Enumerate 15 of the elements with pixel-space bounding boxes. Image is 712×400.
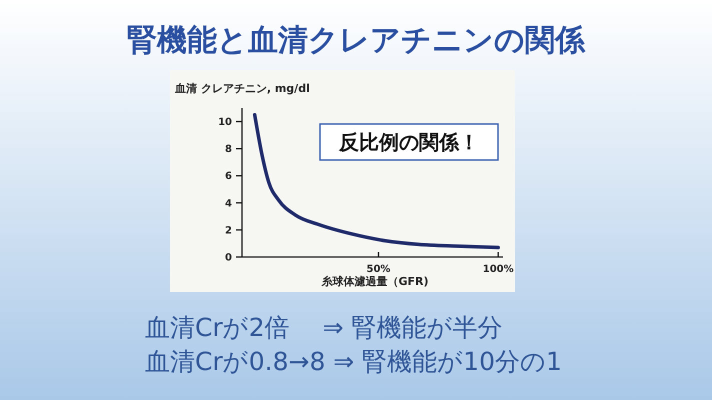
x-axis-title: 糸球体濾過量（GFR) <box>320 275 429 288</box>
y-tick-label: 4 <box>225 198 232 210</box>
chart-title: 腎機能と血清クレアチニンの関係 <box>127 23 586 58</box>
y-tick-label: 10 <box>218 117 232 128</box>
text: 血清Crが2倍 ⇒ 腎機能が半分 <box>145 313 502 342</box>
y-axis-title: 血清 クレアチニン, mg/dl <box>174 82 310 95</box>
y-tick-label: 6 <box>225 171 232 182</box>
y-tick-label: 0 <box>225 252 232 264</box>
x-tick-label: 100% <box>482 264 514 275</box>
x-tick-label: 50% <box>366 264 390 275</box>
y-tick-label: 8 <box>225 144 232 156</box>
line-series <box>252 113 500 250</box>
text: 血清Crが0.8→8 ⇒ 腎機能が10分の1 <box>145 347 562 376</box>
annotation: 反比例の関係！ <box>338 130 479 154</box>
y-tick-label: 2 <box>225 225 232 236</box>
